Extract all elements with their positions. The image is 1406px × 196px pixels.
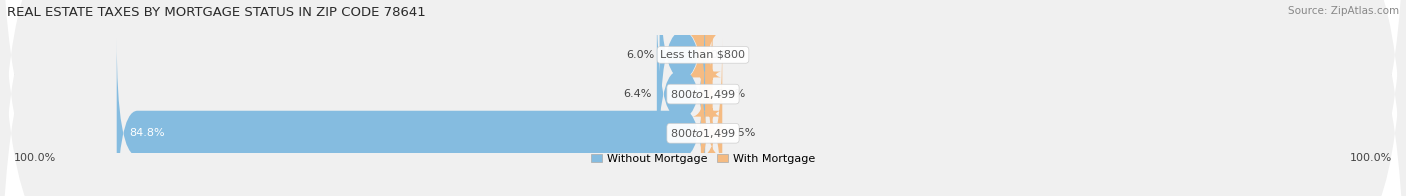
Text: Source: ZipAtlas.com: Source: ZipAtlas.com <box>1288 6 1399 16</box>
Legend: Without Mortgage, With Mortgage: Without Mortgage, With Mortgage <box>586 150 820 169</box>
Text: 2.5%: 2.5% <box>727 128 755 138</box>
Text: $800 to $1,499: $800 to $1,499 <box>671 88 735 101</box>
Text: $800 to $1,499: $800 to $1,499 <box>671 127 735 140</box>
Text: 6.4%: 6.4% <box>624 89 652 99</box>
Text: 100.0%: 100.0% <box>1350 153 1392 163</box>
Text: 84.8%: 84.8% <box>129 128 165 138</box>
Text: 0.12%: 0.12% <box>710 50 747 60</box>
FancyBboxPatch shape <box>692 0 721 189</box>
Text: 100.0%: 100.0% <box>14 153 56 163</box>
FancyBboxPatch shape <box>685 0 721 150</box>
Text: REAL ESTATE TAXES BY MORTGAGE STATUS IN ZIP CODE 78641: REAL ESTATE TAXES BY MORTGAGE STATUS IN … <box>7 6 426 19</box>
Text: 6.0%: 6.0% <box>627 50 655 60</box>
FancyBboxPatch shape <box>702 38 723 196</box>
FancyBboxPatch shape <box>659 0 704 150</box>
FancyBboxPatch shape <box>657 0 704 189</box>
Text: 1.1%: 1.1% <box>717 89 745 99</box>
Text: Less than $800: Less than $800 <box>661 50 745 60</box>
FancyBboxPatch shape <box>117 38 704 196</box>
